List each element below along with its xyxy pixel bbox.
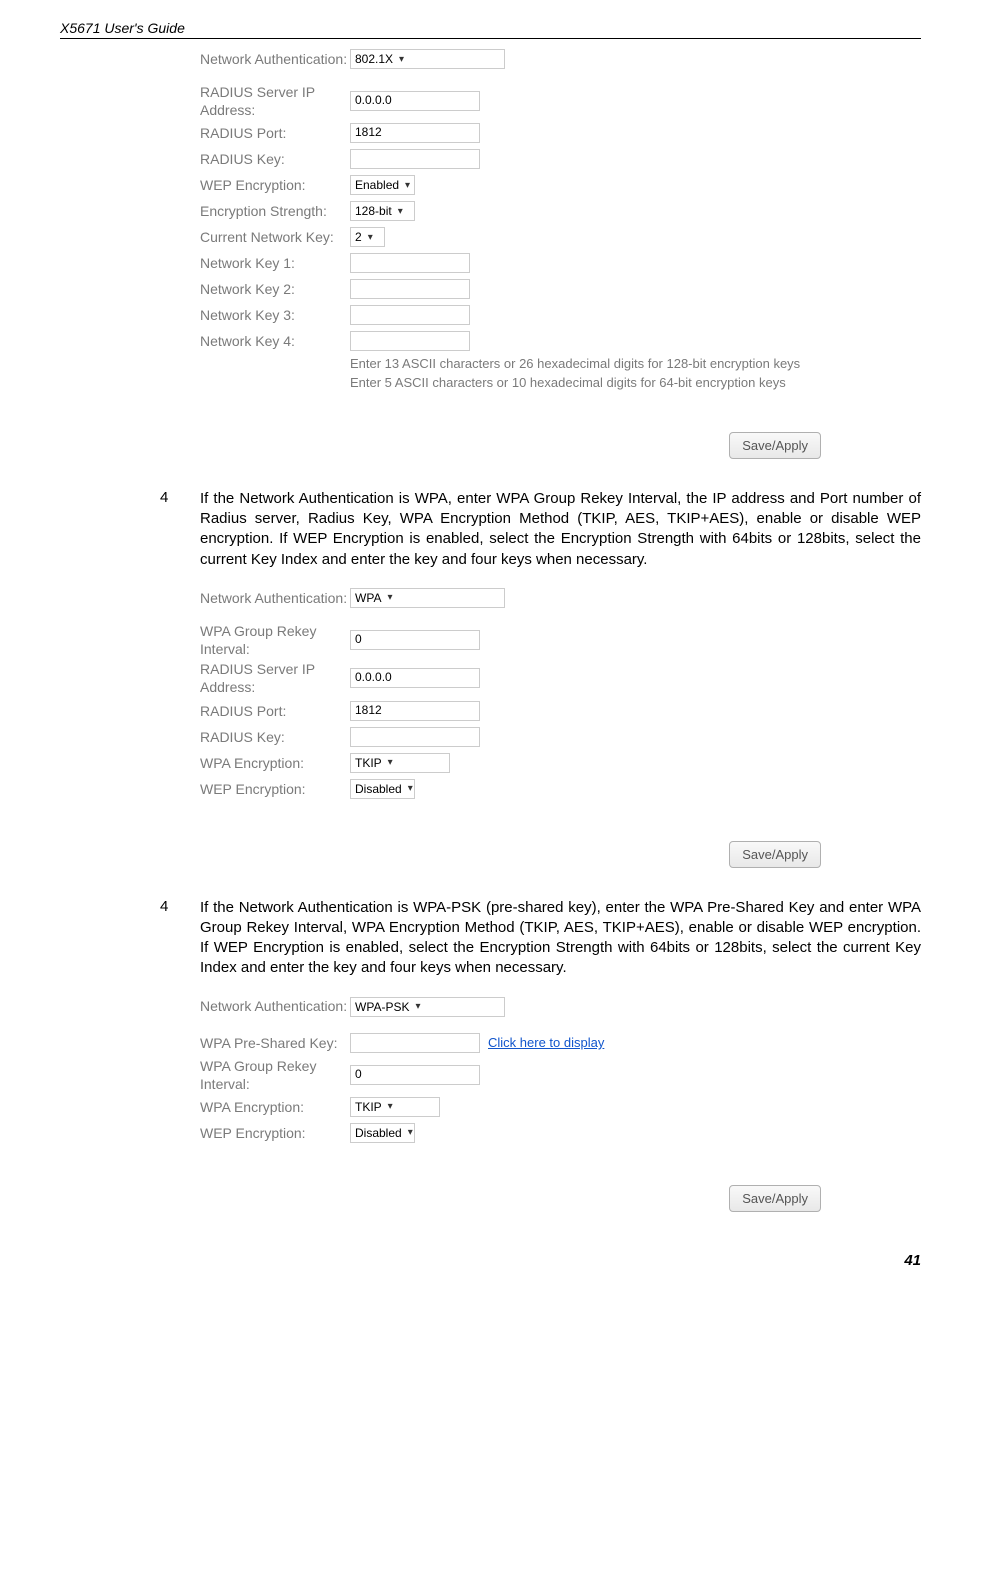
- radius-ip-label: RADIUS Server IP Address:: [200, 83, 350, 119]
- key2-input[interactable]: [350, 279, 470, 299]
- key1-label: Network Key 1:: [200, 255, 350, 271]
- radius-port-input[interactable]: 1812: [350, 123, 480, 143]
- radius-key-label: RADIUS Key:: [200, 151, 350, 167]
- network-auth-label: Network Authentication:: [200, 997, 350, 1015]
- item-number: 4: [160, 898, 200, 979]
- key4-label: Network Key 4:: [200, 333, 350, 349]
- radius-ip-label: RADIUS Server IP Address:: [200, 660, 350, 696]
- current-key-select[interactable]: 2: [350, 227, 385, 247]
- display-psk-link[interactable]: Click here to display: [488, 1035, 604, 1050]
- item-text: If the Network Authentication is WPA-PSK…: [200, 898, 921, 979]
- page-number: 41: [60, 1252, 921, 1269]
- radius-key-input[interactable]: [350, 727, 480, 747]
- radius-key-input[interactable]: [350, 149, 480, 169]
- wpa-enc-select[interactable]: TKIP: [350, 1097, 440, 1117]
- instruction-item-2: 4 If the Network Authentication is WPA-P…: [160, 898, 921, 979]
- help-text-2: Enter 5 ASCII characters or 10 hexadecim…: [350, 374, 921, 392]
- wep-enc-label: WEP Encryption:: [200, 1125, 350, 1141]
- key3-label: Network Key 3:: [200, 307, 350, 323]
- network-auth-label: Network Authentication:: [200, 589, 350, 607]
- wpa-enc-label: WPA Encryption:: [200, 1099, 350, 1115]
- network-auth-select[interactable]: 802.1X: [350, 49, 505, 69]
- key3-input[interactable]: [350, 305, 470, 325]
- network-auth-select[interactable]: WPA-PSK: [350, 997, 505, 1017]
- enc-strength-select[interactable]: 128-bit: [350, 201, 415, 221]
- current-key-label: Current Network Key:: [200, 229, 350, 245]
- instruction-item-1: 4 If the Network Authentication is WPA, …: [160, 489, 921, 570]
- wpa-enc-label: WPA Encryption:: [200, 755, 350, 771]
- network-auth-label: Network Authentication:: [200, 50, 350, 68]
- config-section-8021x: Network Authentication: 802.1X RADIUS Se…: [200, 47, 921, 459]
- save-apply-button[interactable]: Save/Apply: [729, 1185, 821, 1212]
- wep-enc-select[interactable]: Disabled: [350, 1123, 415, 1143]
- psk-input[interactable]: [350, 1033, 480, 1053]
- enc-strength-label: Encryption Strength:: [200, 203, 350, 219]
- radius-port-input[interactable]: 1812: [350, 701, 480, 721]
- radius-ip-input[interactable]: 0.0.0.0: [350, 668, 480, 688]
- page-header: X5671 User's Guide: [60, 20, 921, 39]
- item-number: 4: [160, 489, 200, 570]
- radius-port-label: RADIUS Port:: [200, 703, 350, 719]
- radius-ip-input[interactable]: 0.0.0.0: [350, 91, 480, 111]
- group-rekey-label: WPA Group Rekey Interval:: [200, 1057, 350, 1093]
- config-section-wpa: Network Authentication: WPA WPA Group Re…: [200, 586, 921, 868]
- help-text-1: Enter 13 ASCII characters or 26 hexadeci…: [350, 355, 921, 373]
- wep-enc-select[interactable]: Disabled: [350, 779, 415, 799]
- radius-port-label: RADIUS Port:: [200, 125, 350, 141]
- psk-label: WPA Pre-Shared Key:: [200, 1035, 350, 1051]
- key1-input[interactable]: [350, 253, 470, 273]
- save-apply-button[interactable]: Save/Apply: [729, 432, 821, 459]
- wep-enc-label: WEP Encryption:: [200, 177, 350, 193]
- wpa-enc-select[interactable]: TKIP: [350, 753, 450, 773]
- group-rekey-input[interactable]: 0: [350, 630, 480, 650]
- network-auth-select[interactable]: WPA: [350, 588, 505, 608]
- wep-enc-select[interactable]: Enabled: [350, 175, 415, 195]
- key4-input[interactable]: [350, 331, 470, 351]
- group-rekey-label: WPA Group Rekey Interval:: [200, 622, 350, 658]
- key2-label: Network Key 2:: [200, 281, 350, 297]
- save-apply-button[interactable]: Save/Apply: [729, 841, 821, 868]
- header-title: X5671 User's Guide: [60, 20, 185, 36]
- group-rekey-input[interactable]: 0: [350, 1065, 480, 1085]
- wep-enc-label: WEP Encryption:: [200, 781, 350, 797]
- item-text: If the Network Authentication is WPA, en…: [200, 489, 921, 570]
- config-section-wpa-psk: Network Authentication: WPA-PSK WPA Pre-…: [200, 995, 921, 1212]
- radius-key-label: RADIUS Key:: [200, 729, 350, 745]
